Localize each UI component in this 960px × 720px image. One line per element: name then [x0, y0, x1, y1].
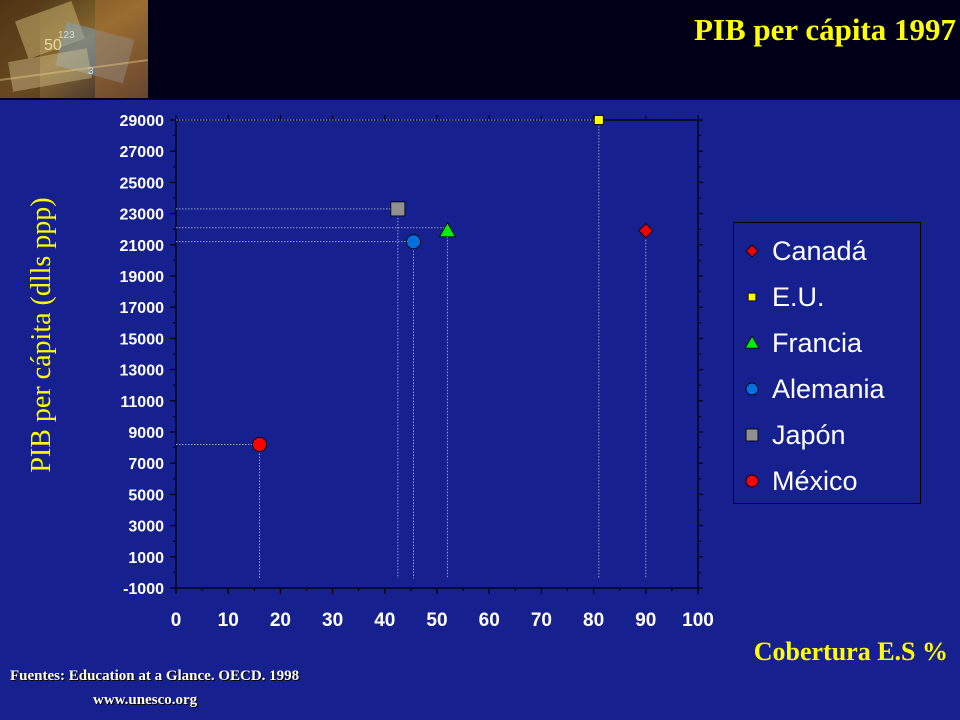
source-url: www.unesco.org — [93, 692, 198, 708]
chart-legend: Canadá E.U. Francia Alemania Japón México — [733, 222, 921, 504]
x-tick-label: 60 — [479, 610, 500, 631]
y-tick-label: 7000 — [128, 456, 164, 473]
y-tick-label: 13000 — [120, 363, 165, 380]
x-tick-label: 100 — [682, 610, 714, 631]
legend-marker-icon — [734, 231, 770, 271]
svg-text:50: 50 — [44, 37, 62, 54]
legend-label: Alemania — [772, 373, 885, 404]
page-title: PIB per cápita 1997 — [693, 12, 956, 47]
sources-note: Fuentes: Education at a Glance. OECD. 19… — [10, 668, 300, 684]
y-tick-label: 21000 — [120, 238, 165, 255]
y-tick-label: -1000 — [123, 581, 164, 598]
y-tick-label: 5000 — [128, 487, 164, 504]
y-tick-label: 27000 — [120, 144, 165, 161]
legend-marker-shape — [745, 382, 759, 396]
data-point — [638, 223, 654, 239]
legend-marker-shape — [745, 244, 759, 258]
x-tick-label: 30 — [322, 610, 343, 631]
svg-text:123: 123 — [58, 30, 75, 41]
legend-marker-icon — [734, 461, 770, 501]
plot-area — [175, 119, 699, 589]
legend-label: Canadá — [772, 235, 867, 266]
x-tick-label: 80 — [583, 610, 604, 631]
y-tick-label: 19000 — [120, 269, 165, 286]
data-point — [252, 437, 267, 452]
y-tick-label: 9000 — [128, 425, 164, 442]
data-point — [390, 201, 406, 217]
legend-marker-icon — [734, 323, 770, 363]
legend-item: Alemania — [734, 369, 922, 409]
x-tick-label: 10 — [218, 610, 239, 631]
legend-item: Francia — [734, 323, 922, 363]
y-axis-title: PIB per cápita (dlls ppp) — [26, 197, 57, 473]
x-axis-title: Cobertura E.S % — [753, 637, 948, 666]
y-tick-label: 29000 — [120, 113, 165, 130]
legend-marker-shape — [745, 428, 759, 442]
y-tick-label: 11000 — [120, 394, 164, 411]
legend-item: México — [734, 461, 922, 501]
legend-marker-icon — [734, 369, 770, 409]
svg-text:3: 3 — [88, 66, 94, 77]
legend-label: Japón — [772, 419, 846, 450]
legend-marker-shape — [747, 292, 757, 302]
legend-label: E.U. — [772, 281, 825, 312]
y-tick-label: 17000 — [120, 300, 165, 317]
y-tick-label: 3000 — [128, 519, 164, 536]
decorative-currency-image: 50 123 3 — [0, 0, 148, 98]
y-tick-label: 15000 — [120, 331, 165, 348]
y-tick-label: 1000 — [128, 550, 164, 567]
data-point — [406, 234, 421, 250]
y-tick-label: 23000 — [120, 207, 165, 224]
x-tick-label: 90 — [635, 610, 656, 631]
legend-marker-icon — [734, 277, 770, 317]
legend-marker-shape — [745, 474, 759, 488]
x-tick-label: 20 — [270, 610, 291, 631]
legend-item: Canadá — [734, 231, 922, 271]
x-tick-label: 40 — [374, 610, 395, 631]
y-tick-label: 25000 — [120, 175, 165, 192]
data-point — [438, 221, 457, 238]
x-tick-label: 0 — [171, 610, 182, 631]
title-band — [0, 0, 960, 100]
legend-marker-icon — [734, 415, 770, 455]
data-point — [593, 115, 604, 125]
legend-item: E.U. — [734, 277, 922, 317]
x-tick-label: 50 — [426, 610, 447, 631]
legend-label: Francia — [772, 327, 863, 358]
legend-item: Japón — [734, 415, 922, 455]
legend-label: México — [772, 465, 858, 496]
legend-marker-shape — [744, 335, 760, 349]
x-tick-label: 70 — [531, 610, 552, 631]
